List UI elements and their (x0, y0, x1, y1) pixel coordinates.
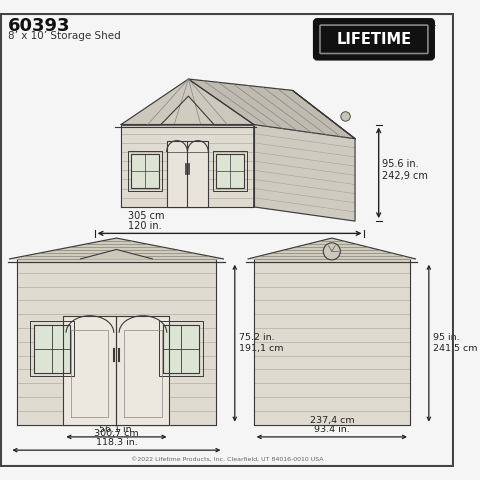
Polygon shape (63, 316, 117, 425)
Text: 75.2 in.: 75.2 in. (239, 333, 274, 342)
Text: 95 in.: 95 in. (432, 333, 459, 342)
Polygon shape (81, 250, 153, 259)
Text: 142,6 cm: 142,6 cm (94, 416, 139, 425)
Polygon shape (121, 79, 254, 124)
Text: 305 cm: 305 cm (128, 211, 164, 221)
Text: 300,7 cm: 300,7 cm (94, 429, 139, 438)
Circle shape (341, 112, 350, 121)
Polygon shape (117, 316, 169, 425)
Text: 191,1 cm: 191,1 cm (239, 344, 283, 353)
Polygon shape (292, 90, 355, 139)
Text: ©2022 Lifetime Products, Inc. Clearfield, UT 84016-0010 USA: ©2022 Lifetime Products, Inc. Clearfield… (131, 456, 324, 462)
Bar (216, 154, 244, 188)
Text: LIFETIME: LIFETIME (336, 32, 411, 47)
Text: 241,5 cm: 241,5 cm (432, 344, 477, 353)
Text: 8’ x 10’ Storage Shed: 8’ x 10’ Storage Shed (8, 31, 120, 41)
Polygon shape (121, 124, 254, 207)
Text: ·: · (432, 20, 437, 33)
Text: 95.6 in.: 95.6 in. (383, 159, 419, 169)
Polygon shape (163, 325, 199, 372)
FancyBboxPatch shape (314, 19, 433, 59)
Polygon shape (161, 96, 214, 124)
Text: 237,4 cm: 237,4 cm (310, 416, 354, 425)
Circle shape (324, 243, 340, 260)
Polygon shape (17, 259, 216, 425)
Bar (167, 141, 208, 207)
Text: 118.3 in.: 118.3 in. (96, 438, 137, 447)
FancyBboxPatch shape (320, 25, 428, 53)
Text: 242,9 cm: 242,9 cm (383, 170, 428, 180)
Text: 60393: 60393 (8, 17, 70, 35)
Text: 93.4 in.: 93.4 in. (314, 425, 350, 434)
Polygon shape (10, 238, 223, 259)
Polygon shape (188, 79, 355, 139)
Polygon shape (254, 259, 410, 425)
Bar (213, 151, 247, 191)
Polygon shape (34, 325, 70, 372)
Text: 120 in.: 120 in. (128, 220, 161, 230)
Bar (131, 154, 159, 188)
Polygon shape (254, 124, 355, 221)
Bar (128, 151, 162, 191)
Text: 56.1 in.: 56.1 in. (98, 425, 134, 434)
Polygon shape (248, 238, 416, 259)
